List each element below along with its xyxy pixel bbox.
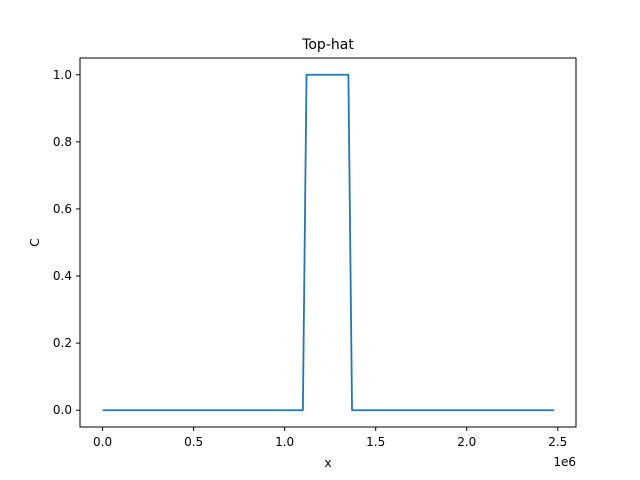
series-group	[102, 73, 555, 412]
x-tick-label: 1.0	[275, 435, 294, 449]
y-tick-label: 0.0	[53, 403, 72, 417]
chart-title: Top-hat	[301, 37, 354, 53]
y-tick-label: 0.4	[53, 269, 72, 283]
y-axis-label: C	[28, 238, 42, 246]
series-line-0	[102, 73, 555, 412]
y-tick-label: 0.8	[53, 135, 72, 149]
x-tick-label: 2.0	[457, 435, 476, 449]
x-tick-label: 1.5	[366, 435, 385, 449]
y-axis-ticks: 0.0 0.2 0.4 0.6 0.8 1.0	[53, 68, 80, 417]
x-axis-offset-text: 1e6	[553, 455, 576, 469]
x-axis-ticks: 0.0 0.5 1.0 1.5 2.0 2.5	[93, 427, 567, 449]
x-tick-label: 0.5	[184, 435, 203, 449]
x-tick-label: 0.0	[93, 435, 112, 449]
x-axis-label: x	[324, 456, 331, 470]
y-tick-label: 0.2	[53, 336, 72, 350]
x-tick-label: 2.5	[548, 435, 567, 449]
y-tick-label: 1.0	[53, 68, 72, 82]
plot-frame	[79, 57, 577, 428]
y-tick-label: 0.6	[53, 202, 72, 216]
